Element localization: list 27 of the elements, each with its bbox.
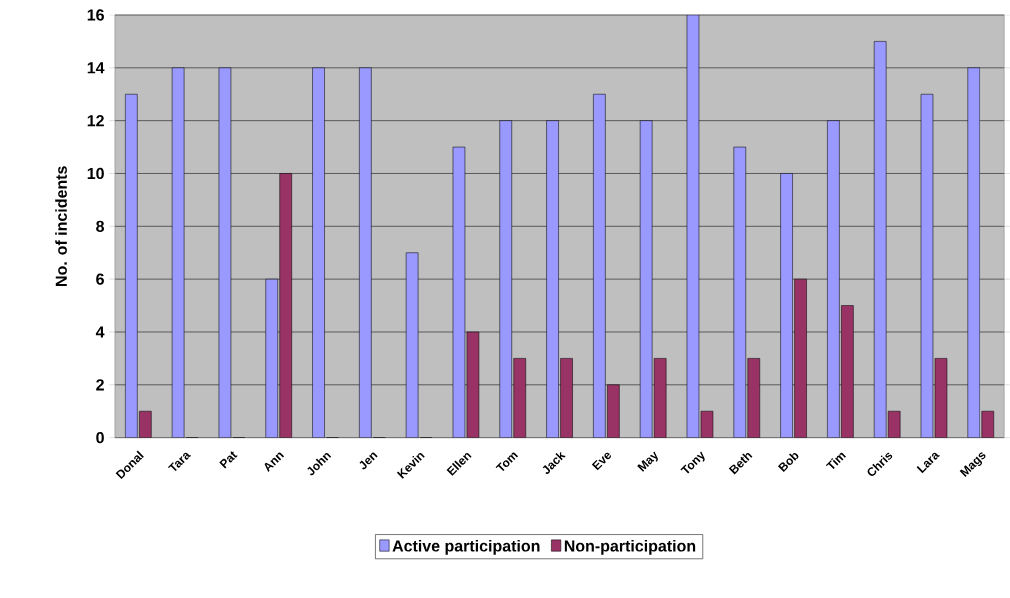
y-tick-label: 10 (87, 168, 104, 180)
y-tick-label: 8 (96, 220, 105, 233)
x-tick-label: Eve (591, 452, 611, 471)
x-tick-label: Pat (219, 451, 238, 469)
x-tick-label: Tom (495, 452, 519, 472)
bar (794, 279, 807, 438)
x-tick-label: Bob (777, 453, 799, 473)
legend-label: Active participation (392, 540, 540, 556)
x-tick-label: Ann (264, 452, 285, 473)
y-axis-title: No. of incidents (55, 166, 67, 287)
bar (513, 358, 527, 438)
x-tick-label: Tara (167, 452, 191, 472)
bar (560, 358, 573, 438)
y-tick-label: 14 (87, 62, 105, 74)
y-tick-label: 6 (96, 273, 104, 286)
y-tick-label: 0 (96, 432, 104, 444)
y-tick-label: 16 (87, 9, 104, 21)
legend-label: Non-participation (564, 540, 696, 556)
x-tick-label: Tim (825, 453, 846, 470)
y-tick-label: 4 (95, 326, 105, 338)
bar (279, 173, 292, 438)
bar (607, 384, 620, 438)
x-tick-label: Jen (359, 452, 378, 470)
y-tick-label: 2 (96, 379, 104, 391)
bar (841, 305, 854, 438)
y-tick-label: 12 (87, 115, 104, 127)
bar (747, 358, 761, 438)
